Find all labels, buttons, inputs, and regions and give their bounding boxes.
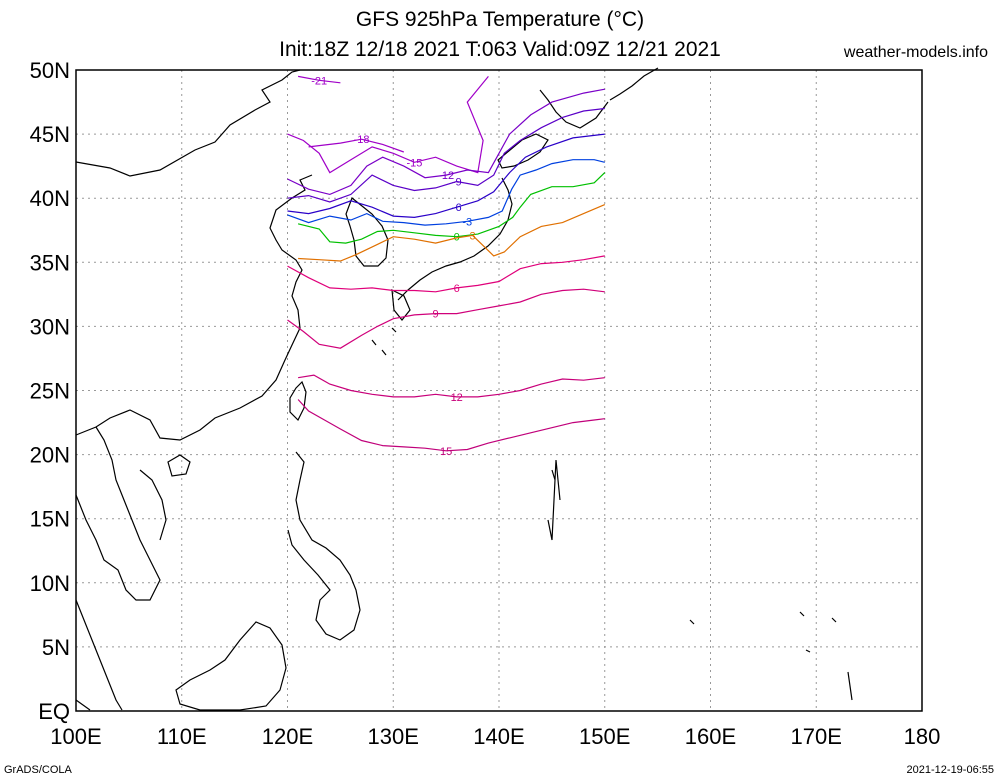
contour-line	[287, 76, 489, 174]
x-tick-label: 170E	[791, 724, 842, 749]
y-tick-label: 35N	[30, 250, 70, 275]
plot-frame	[75, 69, 923, 712]
contour-label: -3	[462, 216, 472, 228]
y-tick-label: 25N	[30, 379, 70, 404]
y-tick-label: 10N	[30, 571, 70, 596]
contour-label: -21	[311, 75, 327, 87]
contour-label: -6	[452, 202, 462, 214]
contour-label: 15	[440, 446, 452, 458]
y-tick-label: EQ	[38, 699, 70, 724]
chart-title: GFS 925hPa Temperature (°C)	[355, 8, 645, 31]
contour-line	[287, 159, 605, 226]
site-credit: weather-models.info	[843, 44, 988, 61]
chart-subtitle: Init:18Z 12/18 2021 T:063 Valid:09Z 12/2…	[279, 38, 721, 61]
contour-line	[287, 88, 605, 196]
contour-line	[298, 204, 606, 262]
x-tick-label: 110E	[157, 724, 207, 749]
contour-label: -15	[406, 157, 422, 169]
contour-line	[297, 172, 606, 244]
x-tick-label: 160E	[685, 724, 736, 749]
contour-line	[297, 399, 605, 452]
contour-line	[297, 75, 341, 84]
contour-label: -12	[438, 170, 454, 182]
y-tick-label: 40N	[30, 186, 70, 211]
contour-label: 6	[454, 283, 460, 295]
y-tick-label: 50N	[30, 58, 70, 83]
gridlines	[76, 70, 922, 711]
footer-timestamp: 2021-12-19-06:55	[906, 764, 994, 776]
y-tick-label: 45N	[30, 122, 70, 147]
contour-line	[287, 288, 605, 349]
contour-label: 9	[432, 309, 438, 321]
footer-software-credit: GrADS/COLA	[4, 764, 72, 776]
contour-label: -9	[452, 177, 462, 189]
x-tick-label: 150E	[579, 724, 630, 749]
contour-label: -18	[354, 134, 370, 146]
x-tick-label: 120E	[262, 724, 313, 749]
contour-line	[287, 107, 605, 203]
contour-label: 12	[451, 392, 463, 404]
y-axis-ticks: EQ 5N 10N 15N 20N 25N 30N 35N 40N 45N 50N	[30, 58, 70, 724]
x-axis-ticks: 100E 110E 120E 130E 140E 150E 160E 170E 180	[50, 724, 940, 749]
contour-line	[287, 255, 605, 293]
y-tick-label: 15N	[30, 507, 70, 532]
x-tick-label: 180	[904, 724, 941, 749]
x-tick-label: 100E	[50, 724, 101, 749]
contour-line	[298, 374, 605, 398]
x-tick-label: 130E	[368, 724, 419, 749]
y-tick-label: 5N	[42, 635, 70, 660]
y-tick-label: 20N	[30, 443, 70, 468]
coastlines	[75, 67, 853, 711]
contour-label: 3	[470, 230, 476, 242]
x-tick-label: 140E	[473, 724, 524, 749]
y-tick-label: 30N	[30, 314, 70, 339]
contour-line	[287, 133, 605, 219]
contour-line	[308, 138, 405, 153]
